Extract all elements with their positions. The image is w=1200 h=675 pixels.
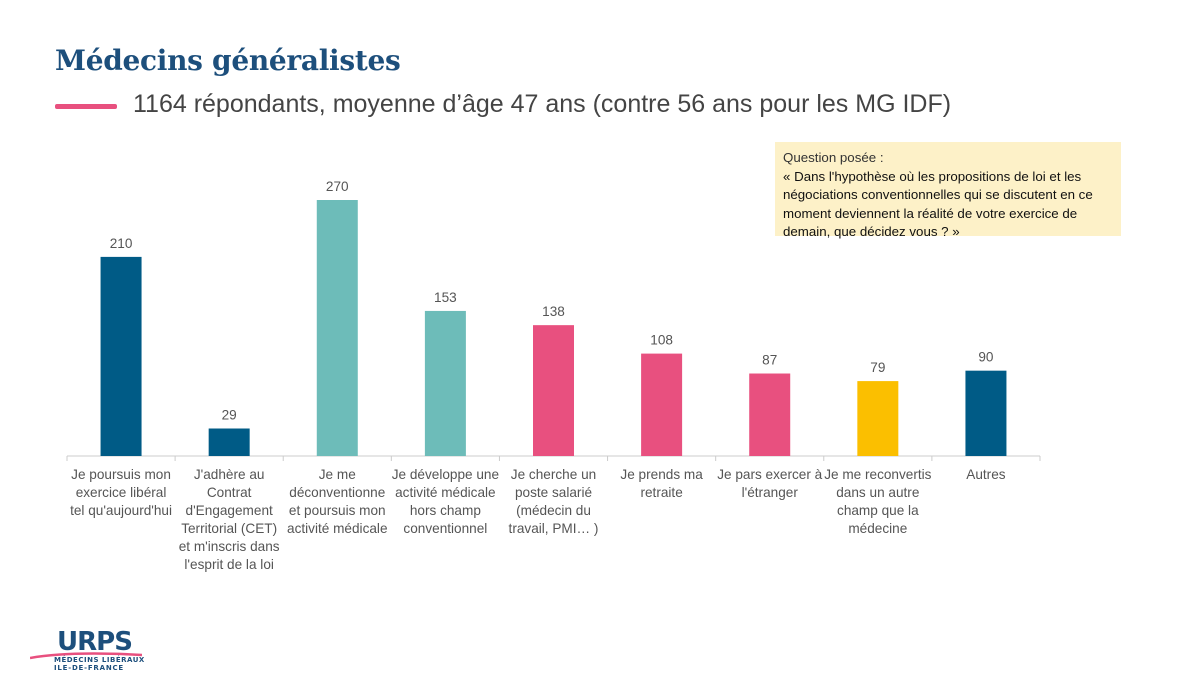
bar-value-label: 108: [650, 333, 673, 348]
bar-value-label: 210: [110, 236, 133, 251]
bar-value-label: 153: [434, 290, 457, 305]
logo-swoosh-icon: [30, 652, 142, 660]
category-label: Je me reconvertis dans un autre champ qu…: [824, 467, 932, 536]
subtitle-accent-bar: [55, 104, 117, 109]
urps-logo: URPS MÉDECINS LIBÉRAUX ILE-DE-FRANCE: [30, 627, 150, 672]
question-box: Question posée : « Dans l'hypothèse où l…: [775, 142, 1121, 239]
category-label: Je cherche un poste salarié (médecin du …: [508, 467, 599, 536]
bar: [965, 370, 1007, 456]
logo-line1: MÉDECINS LIBÉRAUX: [54, 656, 145, 664]
page-title: Médecins généralistes: [55, 44, 401, 77]
bar-value-label: 79: [870, 360, 885, 375]
category-label: Je développe une activité médicale hors …: [391, 467, 500, 536]
bar: [316, 200, 358, 456]
bar-value-label: 90: [978, 350, 994, 365]
bar: [208, 428, 250, 456]
category-label: Je me déconventionne et poursuis mon act…: [287, 467, 388, 536]
bar: [100, 256, 142, 456]
page-subtitle: 1164 répondants, moyenne d’âge 47 ans (c…: [133, 90, 952, 118]
bar-value-label: 29: [222, 408, 237, 423]
category-label: Je poursuis mon exercice libéral tel qu'…: [70, 467, 173, 518]
logo-line2: ILE-DE-FRANCE: [54, 664, 125, 672]
bar: [857, 381, 899, 456]
category-label: J'adhère au Contrat d'Engagement Territo…: [178, 467, 280, 572]
bar: [533, 325, 574, 456]
bar: [641, 353, 683, 456]
category-label: Je prends ma retraite: [620, 467, 703, 500]
question-label: Question posée :: [783, 150, 884, 165]
bar-value-label: 138: [542, 304, 565, 319]
bar: [749, 373, 791, 456]
category-label: Je pars exercer à l'étranger: [717, 467, 823, 500]
logo-name: URPS: [57, 627, 133, 657]
category-label: Autres: [966, 467, 1006, 482]
bar-value-label: 87: [762, 353, 777, 368]
bar: [424, 310, 466, 456]
question-text: « Dans l'hypothèse où les propositions d…: [783, 168, 1093, 240]
bar-value-label: 270: [326, 179, 349, 194]
